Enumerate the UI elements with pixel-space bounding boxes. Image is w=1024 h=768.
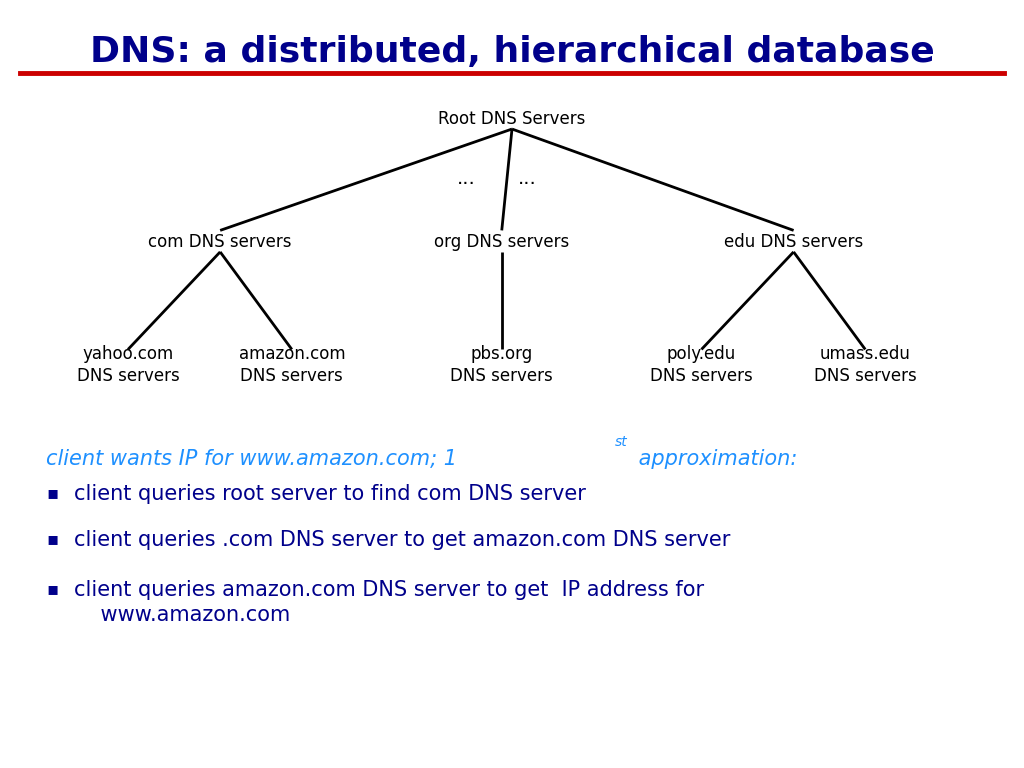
Text: poly.edu
DNS servers: poly.edu DNS servers bbox=[650, 345, 753, 385]
Text: ...: ... bbox=[457, 169, 475, 187]
Text: ...: ... bbox=[518, 169, 537, 187]
Text: ▪: ▪ bbox=[46, 580, 58, 598]
Text: st: st bbox=[614, 435, 627, 449]
Text: yahoo.com
DNS servers: yahoo.com DNS servers bbox=[77, 345, 179, 385]
Text: ▪: ▪ bbox=[46, 484, 58, 502]
Text: approximation:: approximation: bbox=[632, 449, 797, 469]
Text: umass.edu
DNS servers: umass.edu DNS servers bbox=[814, 345, 916, 385]
Text: ▪: ▪ bbox=[46, 530, 58, 548]
Text: Root DNS Servers: Root DNS Servers bbox=[438, 110, 586, 128]
Text: client wants IP for www.amazon.com; 1: client wants IP for www.amazon.com; 1 bbox=[46, 449, 457, 469]
Text: pbs.org
DNS servers: pbs.org DNS servers bbox=[451, 345, 553, 385]
Text: amazon.com
DNS servers: amazon.com DNS servers bbox=[239, 345, 345, 385]
Text: DNS: a distributed, hierarchical database: DNS: a distributed, hierarchical databas… bbox=[90, 35, 934, 68]
Text: client queries root server to find com DNS server: client queries root server to find com D… bbox=[74, 484, 586, 504]
Text: org DNS servers: org DNS servers bbox=[434, 233, 569, 251]
Text: com DNS servers: com DNS servers bbox=[148, 233, 292, 251]
Text: client queries amazon.com DNS server to get  IP address for
    www.amazon.com: client queries amazon.com DNS server to … bbox=[74, 580, 703, 624]
Text: client queries .com DNS server to get amazon.com DNS server: client queries .com DNS server to get am… bbox=[74, 530, 730, 550]
Text: edu DNS servers: edu DNS servers bbox=[724, 233, 863, 251]
